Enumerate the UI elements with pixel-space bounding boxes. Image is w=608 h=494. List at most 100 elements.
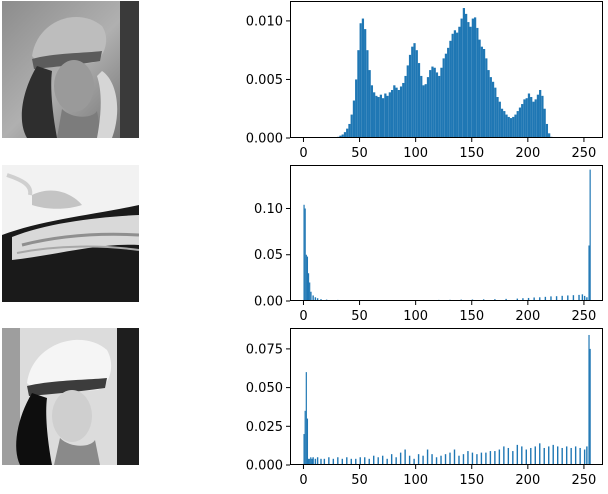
histogram-bar bbox=[462, 8, 466, 139]
histogram-bar bbox=[390, 454, 393, 465]
histogram-bar bbox=[303, 204, 305, 301]
x-tick-label: 0 bbox=[299, 146, 307, 161]
histogram-bar bbox=[473, 17, 477, 138]
histogram-bar bbox=[408, 54, 412, 138]
histogram-bar bbox=[366, 50, 369, 138]
x-tick-label: 200 bbox=[515, 473, 540, 488]
y-tick-label: 0.05 bbox=[254, 248, 283, 263]
histogram-bar bbox=[422, 455, 424, 465]
histogram-bar bbox=[426, 449, 429, 465]
histogram-bar bbox=[471, 18, 474, 139]
y-tick-label: 0.010 bbox=[246, 14, 283, 29]
histogram-bar bbox=[503, 446, 505, 465]
histogram-bar bbox=[390, 89, 394, 138]
histogram-bar bbox=[404, 449, 406, 465]
histogram-bar bbox=[507, 447, 510, 465]
x-tick-label: 250 bbox=[572, 309, 597, 324]
histogram-bar bbox=[471, 452, 474, 465]
histogram-bar bbox=[364, 29, 367, 139]
histogram-bar bbox=[572, 295, 575, 301]
histogram-bar bbox=[316, 457, 319, 465]
histogram-bar bbox=[341, 134, 344, 138]
histogram-bar bbox=[469, 26, 472, 138]
histogram-bar bbox=[395, 87, 398, 138]
x-tick-label: 150 bbox=[459, 473, 484, 488]
y-tick-label: 0.000 bbox=[246, 459, 283, 474]
histogram-bar bbox=[512, 116, 515, 138]
histogram-bar bbox=[462, 454, 465, 465]
histogram-bar bbox=[458, 455, 460, 465]
histogram-bar bbox=[583, 295, 586, 301]
histogram-bar bbox=[306, 256, 309, 301]
histogram-bar bbox=[539, 297, 541, 301]
histogram-bar bbox=[415, 50, 418, 138]
histogram-bar bbox=[516, 444, 519, 465]
histogram-bar bbox=[581, 294, 584, 301]
histogram-bar bbox=[417, 454, 420, 465]
histogram-bar bbox=[557, 446, 559, 465]
histogram-bar bbox=[426, 77, 430, 138]
histogram-bar bbox=[545, 123, 549, 138]
histogram-bar bbox=[485, 452, 487, 465]
histogram-bar bbox=[578, 294, 580, 301]
histogram-bar bbox=[534, 99, 537, 138]
histogram-bar bbox=[460, 18, 463, 139]
histogram-bar bbox=[555, 296, 558, 301]
histogram-bar bbox=[411, 46, 414, 138]
histogram-bar bbox=[381, 455, 384, 465]
histogram-bar bbox=[312, 295, 314, 301]
histogram-bar bbox=[304, 208, 306, 301]
histogram-bar bbox=[543, 108, 546, 138]
histogram-bar bbox=[485, 58, 488, 138]
histogram-bar bbox=[370, 85, 374, 138]
histogram-bar bbox=[480, 46, 483, 138]
histogram-bar bbox=[307, 273, 310, 301]
histogram-bar bbox=[453, 30, 457, 138]
histogram-bar bbox=[306, 418, 309, 465]
histogram-bar bbox=[516, 111, 519, 138]
histogram-bar bbox=[373, 455, 375, 465]
histogram-bar bbox=[588, 334, 590, 465]
histogram-bar bbox=[346, 128, 349, 138]
histogram-bar bbox=[440, 455, 442, 465]
histogram-bar bbox=[310, 291, 312, 301]
histogram-bar bbox=[314, 297, 317, 301]
plot-frame bbox=[290, 328, 603, 465]
y-tick-label: 0.00 bbox=[254, 295, 283, 310]
histogram-bar bbox=[359, 23, 362, 138]
histogram-bar bbox=[527, 93, 531, 138]
histogram-bar bbox=[521, 104, 524, 138]
histogram-bar bbox=[435, 72, 439, 138]
histogram-bar bbox=[467, 22, 470, 138]
histogram-bar bbox=[337, 457, 339, 465]
histogram-bar bbox=[431, 454, 433, 465]
histogram-bar bbox=[320, 458, 322, 465]
histogram-bar bbox=[350, 458, 352, 465]
histogram-bar bbox=[332, 458, 335, 465]
histogram-bar bbox=[536, 94, 540, 138]
histogram-bar bbox=[424, 84, 427, 138]
histogram-bar bbox=[458, 26, 461, 138]
histogram-2: 0 50 100 150 200 250 0.00 0.05 0.10 bbox=[254, 165, 603, 324]
x-tick-label: 200 bbox=[515, 146, 540, 161]
x-tick-label: 250 bbox=[572, 473, 597, 488]
histogram-bar bbox=[309, 282, 311, 301]
histogram-bar bbox=[399, 452, 402, 465]
histogram-bar bbox=[518, 107, 522, 138]
histogram-bar bbox=[402, 82, 405, 138]
histogram-bar bbox=[525, 98, 528, 138]
histogram-bar bbox=[561, 447, 563, 465]
histogram-bar bbox=[570, 447, 572, 465]
x-tick-label: 0 bbox=[299, 309, 307, 324]
histogram-bar bbox=[350, 114, 353, 138]
histogram-bar bbox=[440, 67, 443, 138]
histogram-bar bbox=[539, 89, 542, 138]
histogram-bar bbox=[476, 454, 478, 465]
histogram-bar bbox=[539, 443, 541, 465]
histogram-bar bbox=[487, 70, 490, 138]
photo-equalized bbox=[2, 328, 139, 465]
histogram-bar bbox=[397, 89, 400, 138]
histogram-bar bbox=[438, 75, 441, 138]
histogram-bar bbox=[478, 39, 481, 138]
histogram-bar bbox=[453, 449, 456, 465]
